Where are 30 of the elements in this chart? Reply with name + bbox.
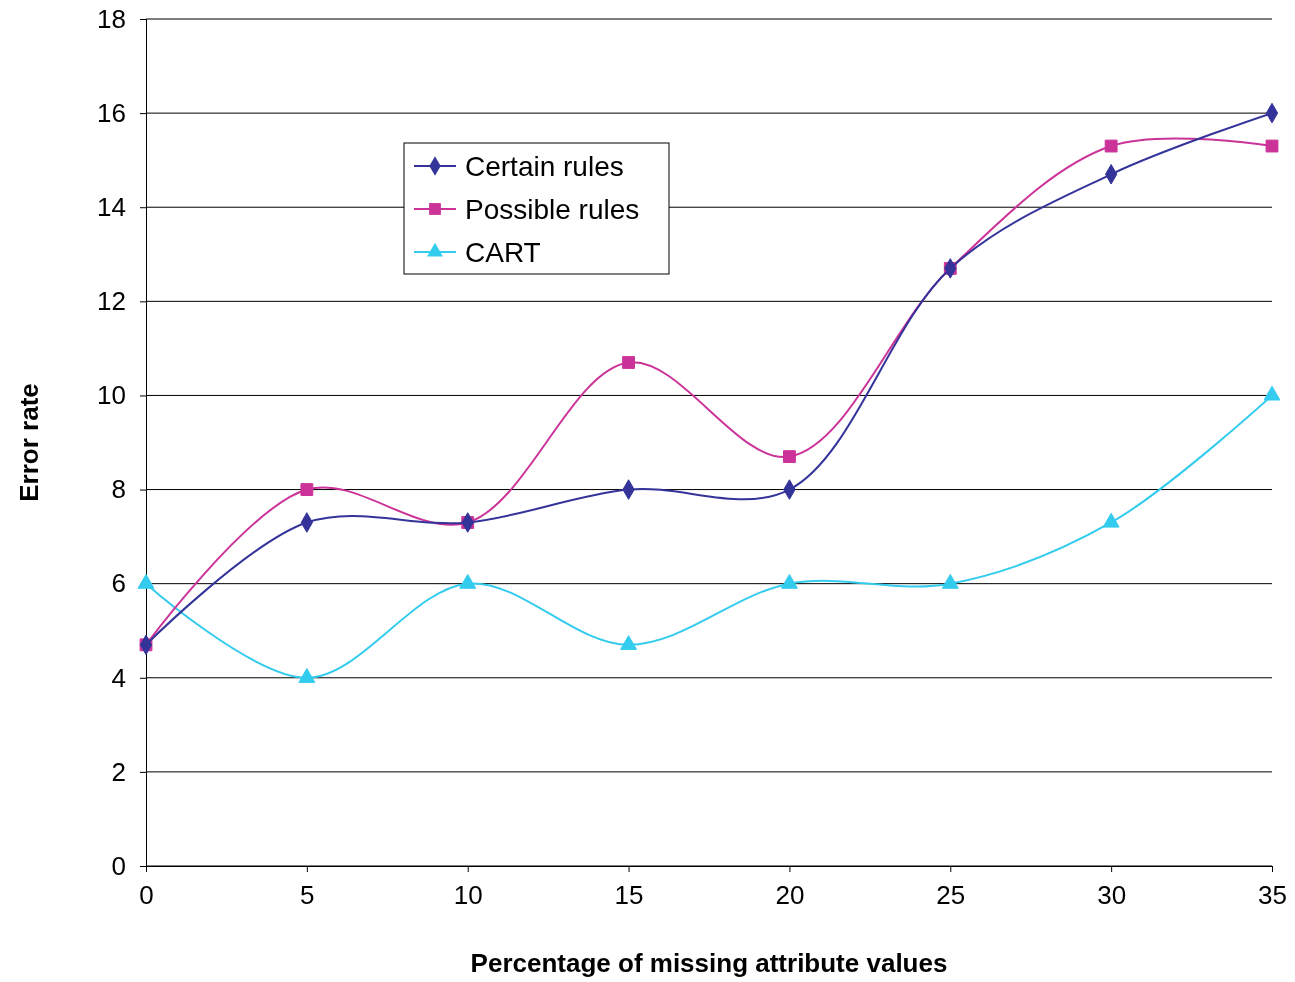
y-tick-label: 6: [111, 568, 126, 599]
y-tick-label: 16: [97, 97, 126, 128]
x-tick-label: 30: [1097, 880, 1127, 911]
point: [622, 356, 635, 369]
x-tick-label: 35: [1258, 880, 1287, 911]
x-axis-title: Percentage of missing attribute values: [470, 948, 948, 978]
x-tick-label: 15: [614, 880, 644, 911]
legend-label: Possible rules: [465, 194, 640, 225]
point: [783, 450, 796, 464]
point: [620, 635, 638, 650]
point: [298, 668, 316, 683]
legend-label: Certain rules: [465, 151, 624, 182]
y-tick-label: 10: [97, 380, 126, 411]
x-tick-label: 5: [300, 880, 315, 911]
legend-label: CART: [465, 237, 541, 268]
x-tick-label: 20: [775, 880, 805, 911]
y-tick-label: 18: [97, 3, 126, 34]
x-tick-label: 10: [453, 880, 483, 911]
y-tick-label: 8: [111, 474, 126, 505]
y-tick-label: 12: [97, 286, 126, 317]
point: [300, 483, 314, 496]
point: [1104, 139, 1118, 153]
x-tick-label: 0: [139, 880, 154, 911]
y-tick-label: 4: [111, 662, 126, 693]
y-tick-label: 14: [97, 192, 126, 223]
point: [1265, 139, 1279, 153]
x-tick-label: 25: [936, 880, 966, 911]
y-tick-label: 0: [111, 850, 126, 881]
y-axis-title: Error rate: [14, 383, 44, 502]
y-tick-label: 2: [111, 756, 126, 787]
